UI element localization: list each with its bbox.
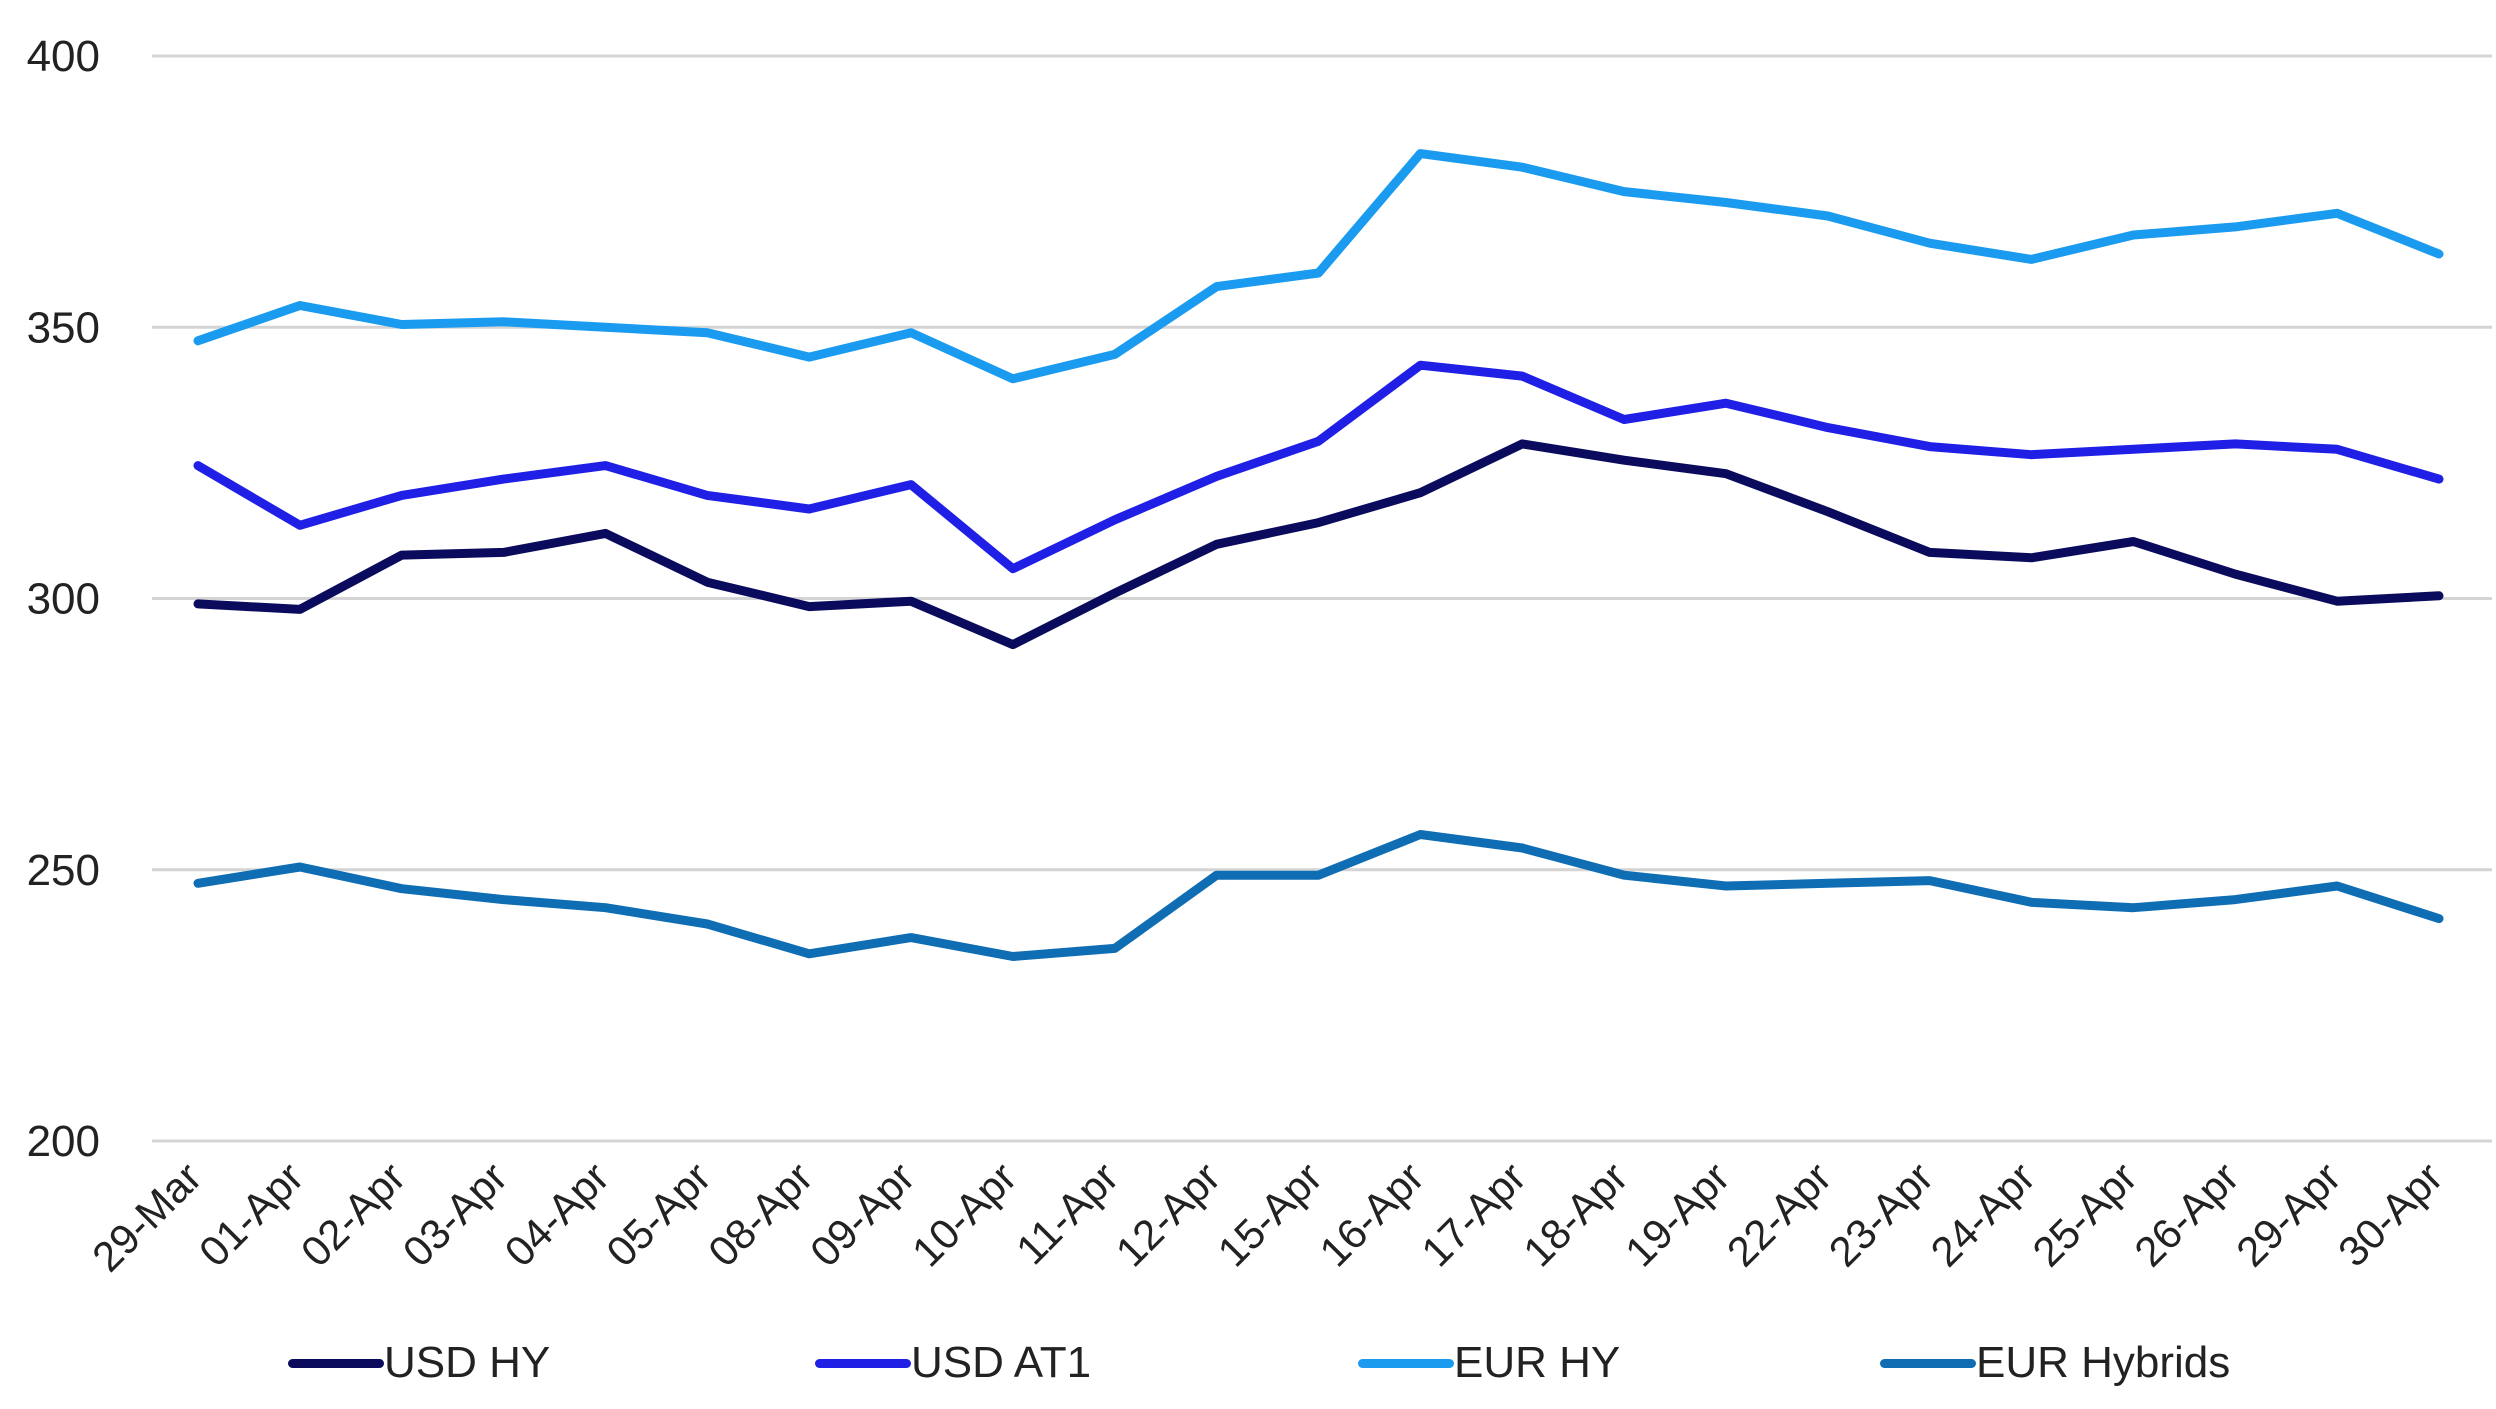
x-tick-label: 15-Apr xyxy=(1208,1153,1330,1275)
x-tick-label: 05-Apr xyxy=(597,1153,719,1275)
legend-item-eur-hybrids: EUR Hybrids xyxy=(1880,1328,2230,1398)
x-tick-label: 09-Apr xyxy=(801,1153,923,1275)
series-line-usd-hy xyxy=(193,439,2444,650)
y-tick-label: 400 xyxy=(27,32,100,81)
y-tick-label: 250 xyxy=(27,846,100,895)
legend-swatch xyxy=(1358,1358,1454,1368)
x-tick-label: 30-Apr xyxy=(2329,1153,2451,1275)
x-tick-label: 17-Apr xyxy=(1412,1153,1534,1275)
legend: USD HY USD AT1 EUR HY EUR Hybrids xyxy=(0,1328,2496,1398)
x-tick-label: 29-Mar xyxy=(83,1153,210,1280)
legend-item-usd-hy: USD HY xyxy=(288,1328,550,1398)
x-tick-label: 25-Apr xyxy=(2023,1153,2145,1275)
legend-item-eur-hy: EUR HY xyxy=(1358,1328,1620,1398)
series-line-eur-hybrids xyxy=(193,830,2444,961)
legend-item-usd-at1: USD AT1 xyxy=(815,1328,1091,1398)
x-tick-label: 19-Apr xyxy=(1616,1153,1738,1275)
x-tick-label: 12-Apr xyxy=(1107,1153,1229,1275)
x-tick-label: 29-Apr xyxy=(2227,1153,2349,1275)
y-axis-tick-labels: 200 250 300 350 400 xyxy=(27,32,100,1166)
x-tick-label: 03-Apr xyxy=(394,1153,516,1275)
series-line-eur-hy xyxy=(193,149,2444,384)
gridlines xyxy=(152,54,2492,1143)
legend-swatch xyxy=(1880,1358,1976,1368)
series-line-usd-at1 xyxy=(193,360,2444,574)
y-tick-label: 200 xyxy=(27,1117,100,1166)
x-tick-label: 23-Apr xyxy=(1820,1153,1942,1275)
x-tick-label: 08-Apr xyxy=(699,1153,821,1275)
x-tick-label: 02-Apr xyxy=(292,1153,414,1275)
x-tick-label: 11-Apr xyxy=(1007,1153,1127,1273)
legend-label: USD AT1 xyxy=(911,1338,1092,1387)
y-tick-label: 300 xyxy=(27,575,100,624)
legend-label: USD HY xyxy=(384,1338,551,1387)
x-tick-label: 24-Apr xyxy=(1922,1153,2044,1275)
x-tick-label: 16-Apr xyxy=(1310,1153,1432,1275)
x-tick-label: 22-Apr xyxy=(1718,1153,1840,1275)
x-tick-label: 18-Apr xyxy=(1514,1153,1636,1275)
legend-swatch xyxy=(288,1358,384,1368)
y-tick-label: 350 xyxy=(27,303,100,352)
x-tick-label: 01-Apr xyxy=(190,1153,312,1275)
x-axis-tick-labels: 29-Mar01-Apr02-Apr03-Apr04-Apr05-Apr08-A… xyxy=(83,1153,2451,1280)
x-tick-label: 10-Apr xyxy=(903,1153,1025,1275)
series-lines xyxy=(193,149,2444,961)
x-tick-label: 04-Apr xyxy=(495,1153,617,1275)
x-tick-label: 26-Apr xyxy=(2125,1153,2247,1275)
legend-label: EUR Hybrids xyxy=(1976,1338,2231,1387)
legend-swatch xyxy=(815,1358,911,1368)
legend-label: EUR HY xyxy=(1454,1338,1621,1387)
